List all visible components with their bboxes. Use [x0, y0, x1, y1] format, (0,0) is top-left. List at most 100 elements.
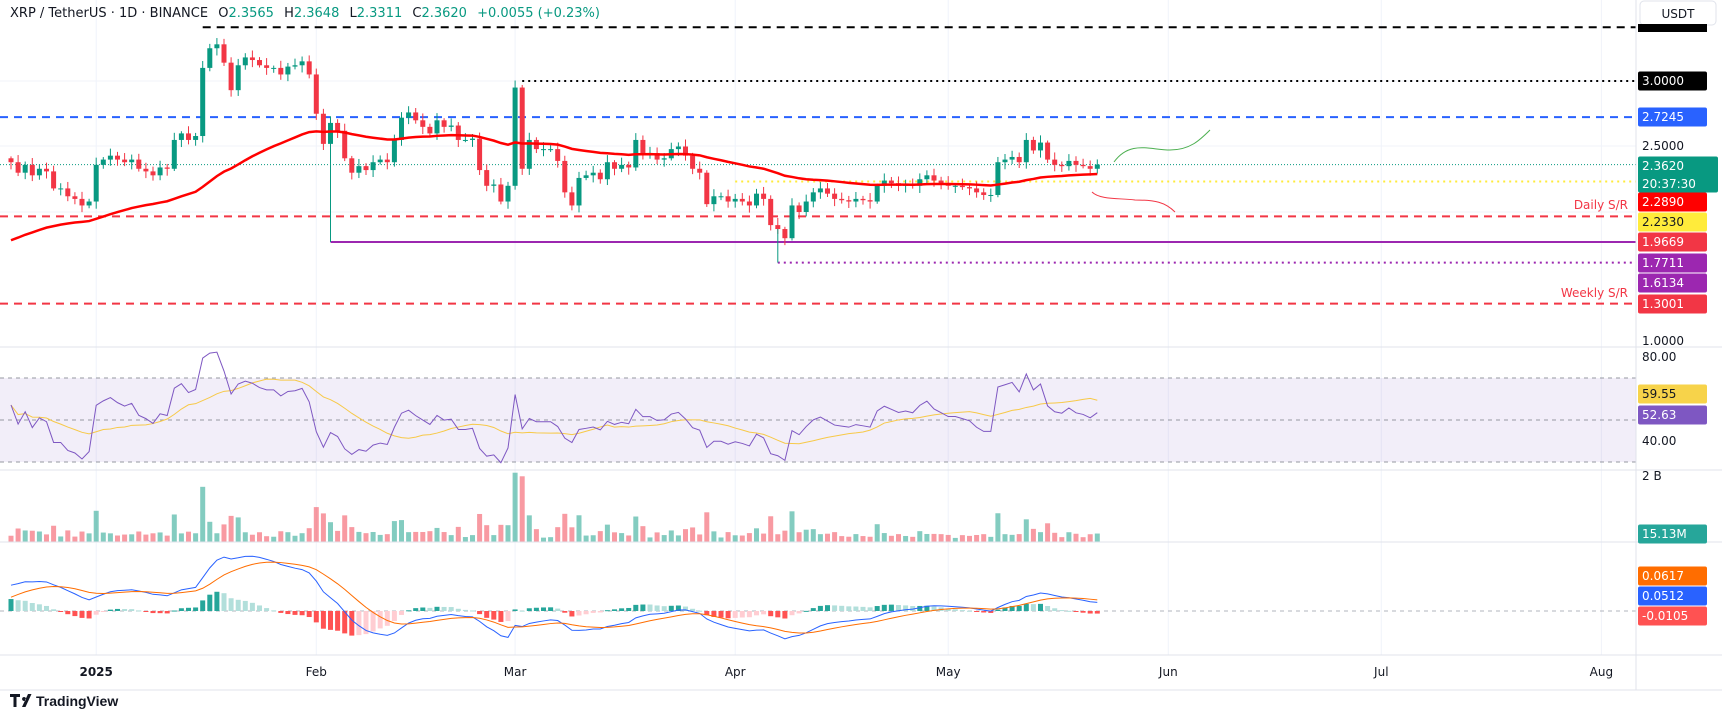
volume-bar — [413, 531, 419, 542]
macd-histogram-bar — [72, 611, 78, 617]
volume-bar — [299, 533, 305, 542]
volume-bar — [320, 513, 326, 542]
candle-body — [413, 112, 419, 121]
volume-bar — [249, 534, 255, 542]
volume-bar — [384, 534, 390, 542]
volume-bar — [683, 529, 688, 542]
volume-bar — [903, 535, 909, 542]
volume-bar — [79, 531, 85, 542]
volume-bar — [569, 527, 575, 542]
candle-body — [271, 67, 277, 69]
volume-bar — [746, 533, 752, 542]
price-axis[interactable]: 2.5000 1.0000 80.00 40.00 2 B 3.0000 2.7245 2.3… — [1638, 24, 1718, 626]
macd-histogram-bar — [768, 611, 774, 617]
volume-bar — [995, 513, 1001, 542]
candle-body — [136, 159, 142, 169]
macd-histogram-bar — [612, 609, 617, 611]
rsi-label-bg — [1638, 405, 1707, 425]
macd-histogram-bar — [1066, 610, 1072, 612]
candle-body — [995, 162, 1001, 195]
macd-histogram-bar — [164, 611, 170, 614]
macd-histogram-bar — [924, 605, 930, 611]
macd-histogram-bar — [640, 604, 646, 611]
macd-histogram-bar — [505, 611, 511, 622]
volume-bar — [739, 535, 745, 542]
macd-histogram-bar — [576, 611, 582, 616]
macd-histogram-bar — [58, 611, 64, 612]
volume-bar — [221, 524, 227, 542]
macd-histogram-bar — [825, 605, 830, 611]
volume-bar — [65, 530, 71, 542]
candle-body — [150, 171, 156, 176]
price-label-bg — [1638, 192, 1707, 212]
macd-histogram-bar — [306, 611, 312, 618]
candle-body — [391, 139, 397, 163]
macd-histogram-bar — [654, 605, 660, 611]
candle-body — [36, 168, 42, 176]
time-label: Mar — [504, 665, 527, 679]
candle-body — [789, 205, 795, 239]
volume-bar — [93, 510, 99, 542]
volume-bar — [789, 511, 795, 542]
price-label: 2.7245 — [1642, 110, 1684, 124]
volume-bar — [967, 535, 972, 542]
macd-histogram-bar — [44, 605, 49, 611]
macd-histogram-bar — [207, 594, 213, 611]
volume-bar — [193, 533, 199, 542]
macd-histogram-bar — [1038, 603, 1043, 611]
candle-body — [732, 198, 738, 202]
volume-bar — [910, 536, 916, 542]
price-label: 2.2890 — [1642, 195, 1684, 209]
macd-histogram-bar — [299, 611, 305, 616]
macd-histogram-bar — [8, 599, 14, 611]
macd-histogram-bar — [597, 611, 603, 613]
macd-histogram-bar — [761, 611, 767, 615]
macd-histogram-bar — [86, 611, 92, 619]
volume-bar — [143, 534, 149, 542]
volume-bar — [427, 531, 433, 542]
macd-histogram-bar — [1094, 611, 1100, 614]
candle-body — [498, 184, 504, 202]
macd-histogram-bar — [15, 600, 21, 611]
time-axis[interactable]: 2025 Feb Mar Apr May Jun Jul Aug — [79, 665, 1613, 679]
tradingview-logo-icon — [10, 694, 32, 707]
candle-body — [228, 62, 234, 91]
candle-body — [555, 149, 561, 161]
volume-bar — [803, 529, 809, 542]
bullish-scenario-curve — [1113, 129, 1211, 163]
candle-body — [860, 198, 866, 201]
macd-histogram-bar — [683, 606, 688, 611]
close-label: C — [412, 6, 421, 21]
volume-bar — [612, 532, 617, 542]
macd-histogram-bar — [896, 605, 901, 611]
volume-bar — [470, 535, 475, 542]
tradingview-logo[interactable]: TradingView — [10, 693, 118, 709]
rsi-ma-label-bg — [1638, 384, 1707, 404]
macd-histogram-bar — [143, 611, 149, 612]
macd-histogram-bar — [661, 606, 667, 611]
volume-bar — [271, 536, 277, 542]
macd-histogram-bar — [391, 611, 397, 621]
candle-body — [541, 149, 546, 151]
candle-body — [441, 120, 447, 127]
volume-bar — [661, 535, 667, 542]
volume-bar — [526, 515, 532, 542]
candle-body — [292, 65, 298, 67]
candle-body — [661, 158, 667, 160]
currency-button[interactable]: USDT — [1639, 0, 1717, 26]
candle-body — [171, 139, 177, 169]
candle-body — [72, 196, 78, 199]
open-value: 2.3565 — [228, 6, 274, 21]
macd-histogram-bar — [846, 606, 852, 611]
symbol-title[interactable]: XRP / TetherUS · 1D · BINANCE — [10, 6, 208, 21]
candle-body — [278, 67, 284, 75]
volume-bar — [1023, 519, 1029, 542]
candle-body — [186, 133, 191, 140]
macd-histogram-bar — [1087, 611, 1093, 614]
macd-histogram-bar — [356, 611, 362, 636]
candle-body — [746, 201, 752, 206]
time-label: Feb — [306, 665, 327, 679]
volume-bar — [541, 537, 546, 542]
macd-histogram-bar — [384, 611, 390, 626]
